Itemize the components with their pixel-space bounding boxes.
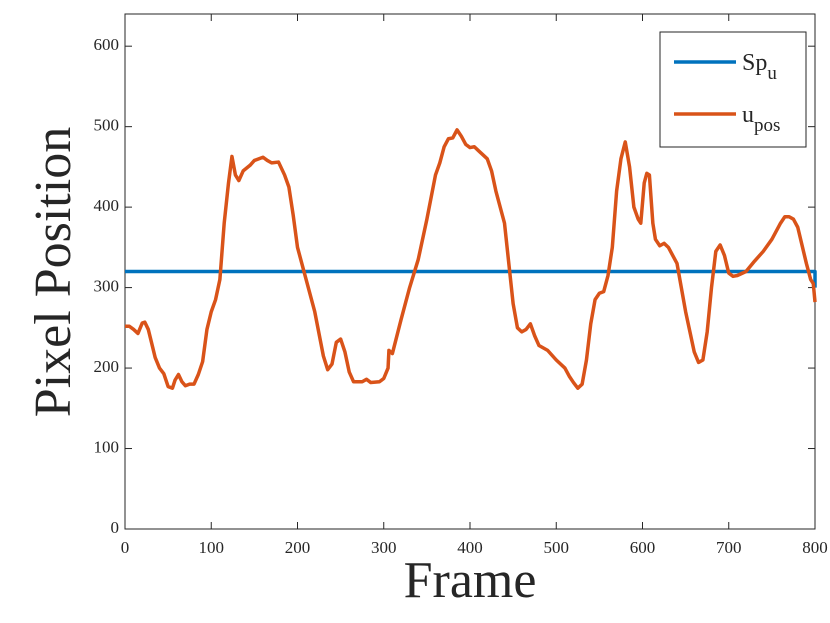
y-tick-label: 500	[94, 116, 120, 135]
x-axis-label: Frame	[404, 552, 537, 609]
data-line	[125, 128, 817, 390]
y-tick-label: 200	[94, 357, 120, 376]
x-tick-label: 300	[371, 538, 397, 557]
y-tick-label: 400	[94, 196, 120, 215]
x-tick-label: 400	[457, 538, 483, 557]
x-tick-label: 0	[121, 538, 130, 557]
x-tick-label: 100	[199, 538, 225, 557]
x-tick-label: 200	[285, 538, 311, 557]
x-tick-label: 700	[716, 538, 742, 557]
x-tick-label: 800	[802, 538, 828, 557]
y-axis-label: Pixel Position	[25, 127, 82, 417]
y-tick-label: 100	[94, 437, 120, 456]
legend-label: upos	[742, 102, 780, 136]
data-line	[125, 269, 817, 288]
y-tick-label: 600	[94, 35, 120, 54]
y-tick-label: 300	[94, 277, 120, 296]
legend-label: Spu	[742, 50, 777, 84]
x-tick-label: 600	[630, 538, 656, 557]
y-tick-label: 0	[111, 518, 120, 537]
x-tick-label: 500	[544, 538, 570, 557]
legend-box	[659, 31, 807, 148]
